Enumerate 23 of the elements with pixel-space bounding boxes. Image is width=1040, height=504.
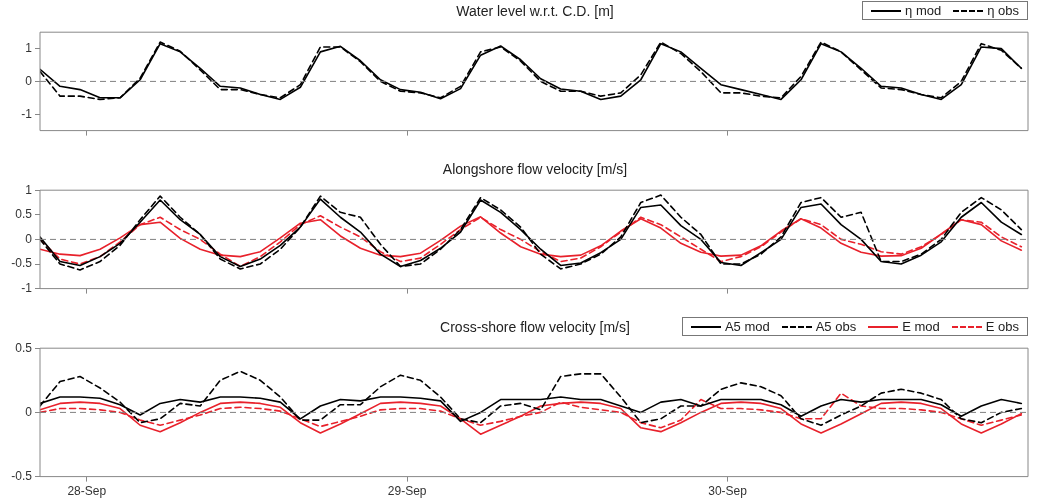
legend-label: A5 mod: [724, 319, 770, 334]
chart-title: Alongshore flow velocity [m/s]: [441, 161, 629, 177]
y-tick-label: -0.5: [11, 468, 33, 483]
legend-label: A5 obs: [815, 319, 857, 334]
legend-label: η obs: [987, 3, 1019, 18]
y-tick-label: 0: [25, 73, 33, 88]
y-tick-label: -0.5: [11, 256, 33, 271]
legend-label: η mod: [905, 3, 942, 18]
y-tick-label: 1: [25, 40, 33, 55]
legend-label: E obs: [985, 319, 1019, 334]
y-tick-label: -1: [21, 280, 33, 295]
y-tick-label: 0: [25, 404, 33, 419]
y-tick-label: -1: [21, 106, 33, 121]
chart-title: Cross-shore flow velocity [m/s]: [440, 319, 630, 335]
x-tick-label: 30-Sep: [708, 484, 748, 499]
x-tick-label: 29-Sep: [387, 484, 427, 499]
y-tick-label: 0: [25, 231, 33, 246]
legend-label: E mod: [902, 319, 940, 334]
y-tick-label: 1: [25, 182, 33, 197]
y-tick-label: 0.5: [15, 207, 33, 222]
x-tick-label: 28-Sep: [67, 484, 107, 499]
y-tick-label: 0.5: [15, 340, 33, 355]
chart-title: Water level w.r.t. C.D. [m]: [456, 3, 614, 19]
